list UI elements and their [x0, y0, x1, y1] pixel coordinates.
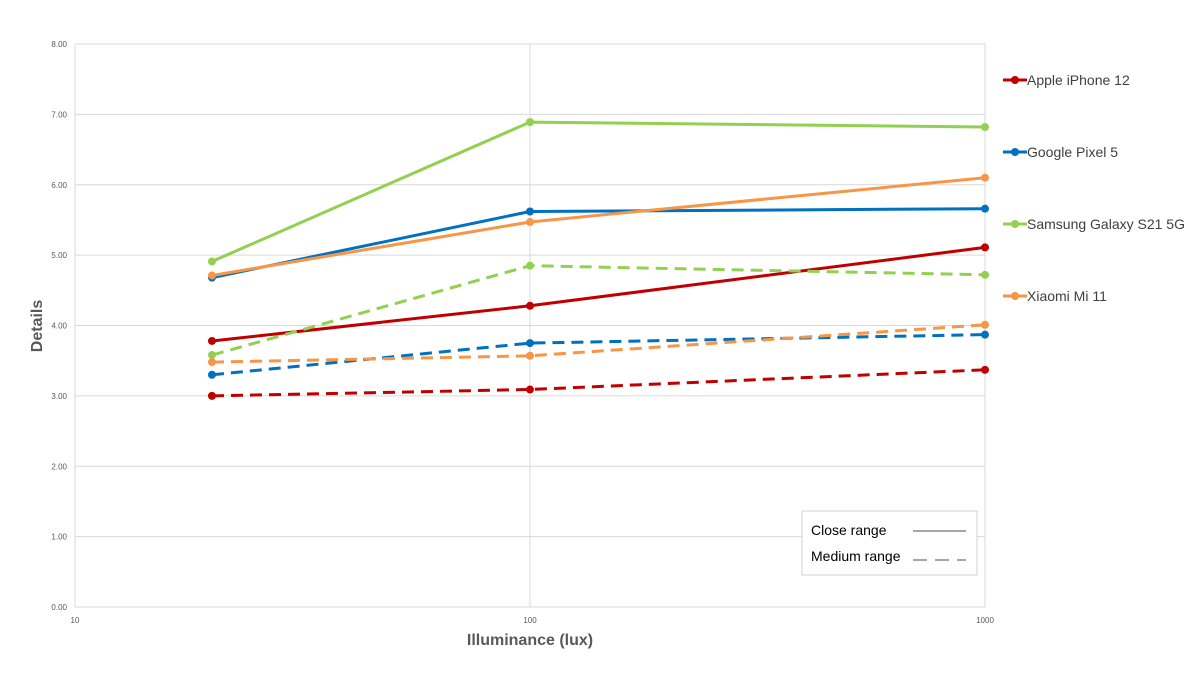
series-samsung-galaxy-s21-5g-close [207, 118, 989, 266]
y-axis-ticks: 0.00 1.00 2.00 3.00 4.00 5.00 6.00 7.00 8.00 [51, 40, 67, 612]
y-tick-label: 8.00 [51, 40, 67, 49]
legend-swatch-marker [1011, 292, 1019, 300]
data-point [981, 243, 989, 252]
x-tick-label: 1000 [976, 616, 994, 625]
x-axis-label: Illuminance (lux) [467, 632, 593, 649]
data-point [207, 271, 216, 280]
data-point [981, 123, 989, 132]
y-tick-label: 1.00 [51, 533, 67, 542]
legend-label: Xiaomi Mi 11 [1027, 288, 1107, 304]
data-point [981, 204, 989, 213]
series-xiaomi-mi-11-medium [207, 320, 989, 367]
legend-label: Google Pixel 5 [1027, 144, 1118, 160]
legend-item: Apple iPhone 12 [1003, 72, 1130, 88]
series-line [211, 368, 986, 398]
data-point [981, 365, 989, 374]
data-point [526, 339, 534, 348]
data-point [526, 218, 534, 227]
x-tick-label: 10 [71, 616, 80, 625]
data-point [207, 336, 216, 345]
data-point [981, 173, 989, 182]
data-point [981, 270, 989, 279]
series-layer [207, 118, 989, 400]
legend-label: Samsung Galaxy S21 5G [1027, 216, 1185, 232]
legend-swatch-marker [1011, 76, 1019, 84]
legend-swatch-marker [1011, 148, 1019, 156]
x-axis-ticks: 10 100 1000 [71, 616, 995, 625]
legend-label: Apple iPhone 12 [1027, 72, 1130, 88]
data-point [981, 330, 989, 339]
series-apple-iphone-12-close [207, 243, 989, 345]
data-point [981, 320, 989, 329]
legend-swatch-marker [1011, 220, 1019, 228]
data-point [526, 118, 534, 127]
line-style-legend-box [801, 510, 978, 576]
y-tick-label: 3.00 [51, 392, 67, 401]
line-style-legend: Close range Medium range [801, 510, 978, 576]
y-tick-label: 2.00 [51, 462, 67, 471]
data-point [526, 261, 534, 270]
data-point [526, 351, 534, 360]
close-range-label: Close range [811, 522, 887, 538]
data-point [526, 301, 534, 310]
legend-item: Xiaomi Mi 11 [1003, 288, 1107, 304]
legend: Apple iPhone 12 Google Pixel 5 Samsung Gal… [1003, 72, 1185, 304]
grid [74, 43, 986, 608]
medium-range-label: Medium range [811, 548, 901, 564]
series-apple-iphone-12-medium [207, 365, 989, 400]
data-point [526, 207, 534, 216]
data-point [207, 391, 216, 400]
series-line [211, 323, 986, 364]
data-point [526, 385, 534, 394]
y-tick-label: 0.00 [51, 603, 67, 612]
x-tick-label: 100 [523, 616, 537, 625]
data-point [207, 358, 216, 367]
y-tick-label: 5.00 [51, 251, 67, 260]
legend-item: Google Pixel 5 [1003, 144, 1118, 160]
series-xiaomi-mi-11-close [207, 173, 989, 280]
y-axis-label: Details [29, 300, 46, 353]
legend-item: Samsung Galaxy S21 5G [1003, 216, 1185, 232]
series-google-pixel-5-medium [207, 330, 989, 379]
data-point [207, 257, 216, 266]
series-line [211, 333, 986, 377]
series-samsung-galaxy-s21-5g-medium [207, 261, 989, 360]
y-tick-label: 4.00 [51, 322, 67, 331]
y-tick-label: 6.00 [51, 181, 67, 190]
data-point [207, 370, 216, 379]
data-point [207, 351, 216, 360]
y-tick-label: 7.00 [51, 110, 67, 119]
